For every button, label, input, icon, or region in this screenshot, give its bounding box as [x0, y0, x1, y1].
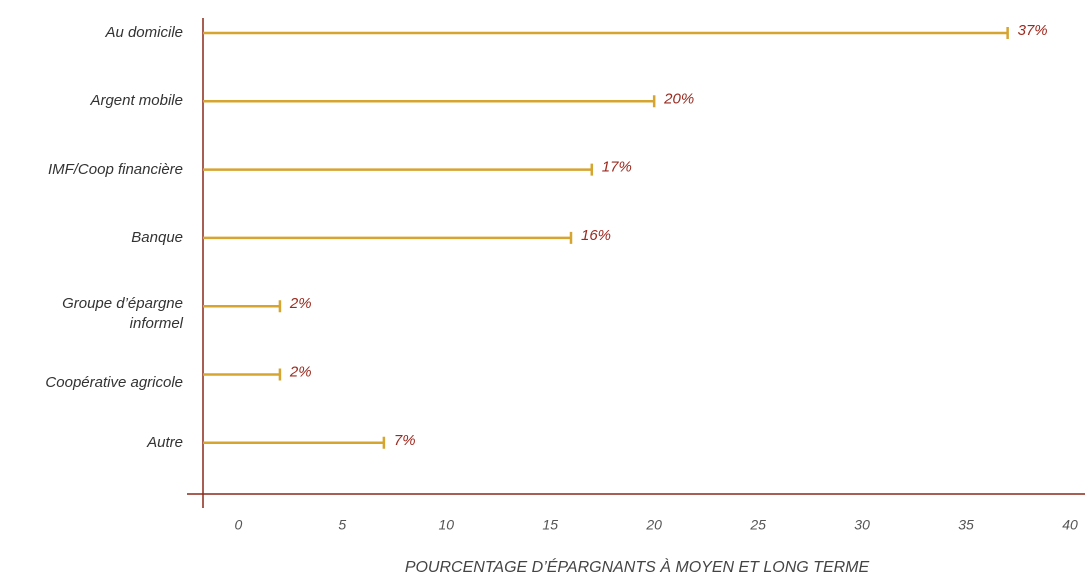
x-tick-label: 10: [438, 517, 454, 533]
value-label: 2%: [289, 295, 312, 312]
bar: [203, 436, 386, 449]
x-tick-label: 35: [958, 517, 974, 533]
x-axis-title: POURCENTAGE D’ÉPARGNANTS À MOYEN ET LONG…: [405, 557, 870, 576]
value-label: 20%: [663, 90, 694, 107]
category-label: Coopérative agricole: [45, 373, 183, 391]
bar: [203, 300, 282, 313]
bar: [203, 368, 282, 381]
x-tick-label: 30: [854, 517, 870, 533]
category-label: Au domicile: [105, 24, 183, 41]
value-label: 17%: [602, 159, 632, 176]
x-tick-label: 0: [234, 517, 242, 533]
value-label: 16%: [581, 227, 611, 244]
category-label: Autre: [147, 433, 183, 451]
value-label: 7%: [394, 432, 416, 449]
x-tick-label: 5: [338, 517, 346, 533]
category-label: Argent mobile: [90, 92, 183, 110]
category-label: IMF/Coop financière: [47, 160, 183, 178]
x-tick-label: 15: [542, 517, 558, 533]
category-label: Banque: [131, 228, 183, 246]
bar: [203, 231, 573, 244]
bar: [203, 95, 656, 108]
category-label: Groupe d’épargne informel: [62, 295, 183, 333]
x-tick-label: 25: [749, 517, 766, 533]
bar: [203, 27, 1009, 39]
value-label: 37%: [1018, 22, 1048, 39]
x-tick-label: 20: [645, 517, 662, 533]
value-label: 2%: [289, 363, 312, 380]
bar: [203, 163, 594, 176]
x-tick-label: 40: [1062, 517, 1078, 533]
